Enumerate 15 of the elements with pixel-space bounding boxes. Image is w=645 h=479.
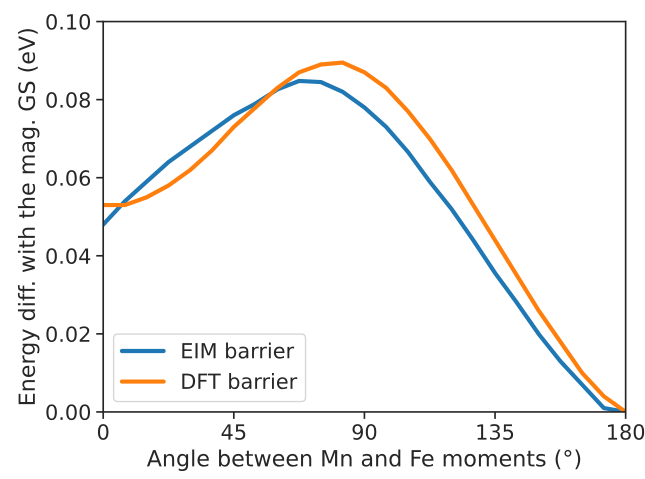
x-tick-label: 135	[477, 424, 514, 440]
y-tick-label: 0.02	[46, 326, 90, 342]
x-axis-title: Angle between Mn and Fe moments (°)	[146, 449, 580, 471]
y-tick-label: 0.00	[46, 404, 90, 420]
y-tick-label: 0.06	[46, 170, 90, 186]
x-tick-label: 180	[608, 424, 644, 440]
y-axis-title: Energy diff. with the mag. GS (eV)	[18, 29, 40, 404]
y-tick-label: 0.10	[46, 14, 90, 30]
legend-label: DFT barrier	[182, 373, 298, 390]
x-tick-label: 0	[98, 424, 108, 440]
x-tick-label: 90	[352, 424, 376, 440]
y-tick-label: 0.04	[46, 248, 90, 264]
y-tick-label: 0.08	[46, 92, 90, 108]
x-tick-label: 45	[222, 424, 246, 440]
legend-label: EIM barrier	[182, 342, 294, 359]
